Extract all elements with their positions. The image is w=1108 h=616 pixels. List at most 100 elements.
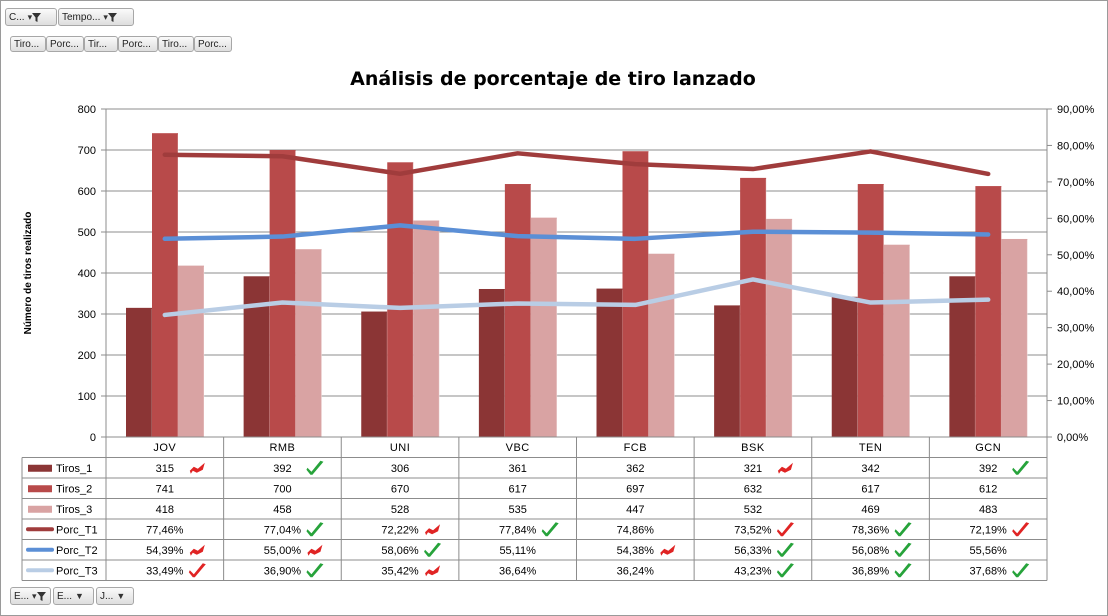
table-cell-value: 741 [156, 483, 174, 495]
dropdown-icon: ▼ [116, 591, 126, 601]
field-button-porc-t1[interactable]: Porc... [46, 36, 84, 52]
line-series-group [162, 149, 991, 318]
legend-label: Tiros_3 [56, 504, 92, 516]
table-cell-value: 670 [391, 483, 409, 495]
green-check-icon [894, 542, 912, 557]
table-cell-value: 36,64% [499, 565, 537, 577]
bar-tiros-1 [243, 276, 270, 437]
legend-label: Porc_T1 [56, 524, 98, 536]
green-check-icon [776, 542, 794, 557]
filter-button-label: C... [9, 11, 25, 23]
table-cell-value: 56,08% [852, 545, 890, 557]
green-check-icon [776, 563, 794, 578]
red-flag-icon [425, 524, 441, 536]
table-cell-value: 72,22% [381, 524, 419, 536]
bar-tiros-1 [126, 307, 152, 437]
green-check-icon [306, 563, 324, 578]
table-cell-value: 36,89% [852, 565, 890, 577]
bar-tiros-3 [883, 244, 910, 437]
bar-tiros-3 [413, 220, 440, 437]
green-check-icon [894, 522, 912, 537]
filter-button-label: E... [14, 590, 30, 602]
filter-icon: ▾ [28, 12, 42, 23]
filter-button-e1[interactable]: E... ▾ [10, 587, 51, 605]
red-flag-icon [777, 462, 793, 474]
field-button-tiros-1[interactable]: Tiro... [10, 36, 46, 52]
table-cell-value: 43,23% [734, 565, 772, 577]
table-cell-value: 54,39% [146, 545, 184, 557]
y-tick-label: 700 [78, 145, 96, 157]
bar-tiros-1 [949, 276, 976, 437]
category-label: JOV [153, 442, 176, 454]
filter-button-label: E... [57, 590, 73, 602]
table-cell-value: 77,46% [146, 524, 184, 536]
table-cell-value: 35,42% [381, 565, 419, 577]
table-cell-value: 612 [979, 483, 997, 495]
bar-tiros-1 [596, 288, 623, 437]
y2-tick-label: 0,00% [1057, 432, 1088, 444]
y2-tick-label: 40,00% [1057, 286, 1095, 298]
red-check-icon [188, 563, 206, 578]
y-tick-label: 500 [78, 227, 96, 239]
legend-label: Tiros_1 [56, 463, 92, 475]
field-button-porc-t3[interactable]: Porc... [194, 36, 232, 52]
table-cell-value: 447 [626, 504, 644, 516]
legend-key-bar [28, 485, 52, 493]
table-cell-value: 36,24% [617, 565, 655, 577]
legend-label: Porc_T2 [56, 545, 98, 557]
dropdown-icon: ▼ [75, 591, 84, 601]
table-cell-value: 418 [156, 504, 174, 516]
red-flag-icon [660, 544, 676, 556]
y2-tick-label: 20,00% [1057, 359, 1095, 371]
green-check-icon [541, 522, 559, 537]
table-cell-value: 392 [979, 463, 997, 475]
table-cell-value: 617 [861, 483, 879, 495]
category-label: VBC [506, 442, 530, 454]
bar-tiros-3 [766, 218, 793, 437]
table-cell-value: 33,49% [146, 565, 184, 577]
field-button-label: Tir... [88, 38, 108, 50]
table-cell-value: 321 [744, 463, 762, 475]
table-cell-value: 77,84% [499, 524, 537, 536]
field-button-tiros-3[interactable]: Tiro... [158, 36, 194, 52]
bar-tiros-3 [1001, 238, 1028, 437]
red-flag-icon [307, 544, 323, 556]
filter-button-e2[interactable]: E... ▼ [53, 587, 94, 605]
green-check-icon [1012, 563, 1030, 578]
y-tick-label: 300 [78, 309, 96, 321]
chart-title: Análisis de porcentaje de tiro lanzado [350, 68, 756, 90]
table-cell-value: 78,36% [852, 524, 890, 536]
bar-tiros-3 [178, 265, 204, 437]
line-porc-t1 [162, 149, 991, 177]
table-cell-value: 315 [156, 463, 174, 475]
filter-button-j[interactable]: J... ▼ [96, 587, 134, 605]
red-check-icon [776, 522, 794, 537]
table-cell-value: 36,90% [264, 565, 302, 577]
green-check-icon [424, 542, 442, 557]
table-cell-value: 632 [744, 483, 762, 495]
table-cell-value: 617 [509, 483, 527, 495]
bar-tiros-1 [714, 305, 741, 437]
filter-button-label: Tempo... [62, 11, 101, 23]
table-cell-value: 77,04% [264, 524, 302, 536]
field-button-tiros-2[interactable]: Tir... [84, 36, 118, 52]
table-cell-value: 483 [979, 504, 997, 516]
green-check-icon [1012, 460, 1030, 475]
filter-button-tempo[interactable]: Tempo... ▾ [58, 8, 134, 26]
table-cell-value: 56,33% [734, 545, 772, 557]
table-cell-value: 361 [509, 463, 527, 475]
filter-button-c[interactable]: C... ▾ [5, 8, 57, 26]
category-label: BSK [741, 442, 765, 454]
green-check-icon [306, 522, 324, 537]
green-check-icon [306, 460, 324, 475]
red-check-icon [1012, 522, 1030, 537]
red-flag-icon [189, 544, 205, 556]
y-tick-label: 100 [78, 391, 96, 403]
bar-tiros-2 [740, 177, 767, 437]
y2-tick-label: 70,00% [1057, 177, 1095, 189]
field-button-porc-t2[interactable]: Porc... [118, 36, 158, 52]
table-cell-value: 528 [391, 504, 409, 516]
table-cell-value: 535 [509, 504, 527, 516]
y-tick-label: 400 [78, 268, 96, 280]
table-cell-value: 306 [391, 463, 409, 475]
